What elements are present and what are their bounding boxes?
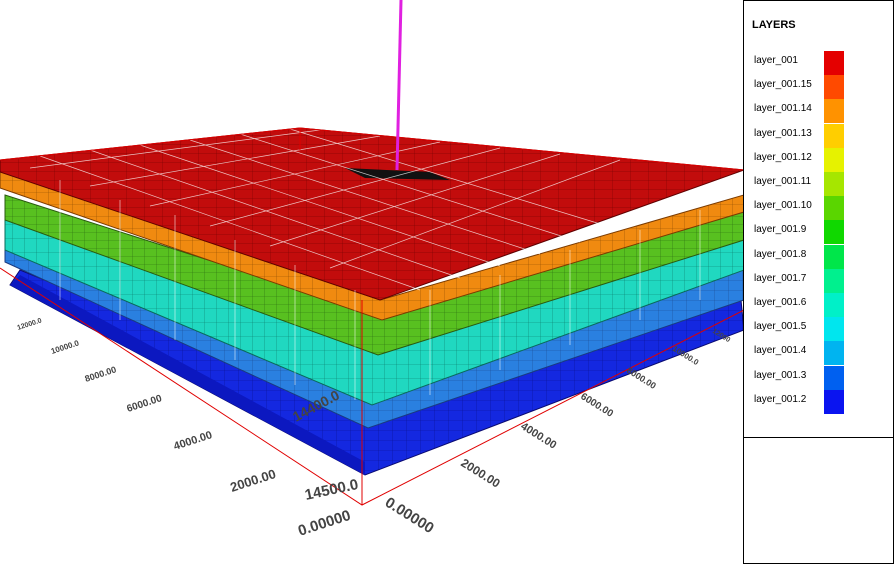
legend-item: layer_001: [744, 51, 894, 75]
legend-item-swatch: [824, 293, 844, 317]
legend-item-swatch: [824, 220, 844, 245]
legend-item-label: layer_001.13: [754, 127, 812, 139]
legend-item-label: layer_001.6: [754, 297, 807, 308]
axis-tick-label: 4000.00: [518, 420, 558, 451]
reservoir-grid-scene[interactable]: 0.00000 2000.00 4000.00 6000.00 8000.0010000…: [0, 0, 744, 564]
legend-item-label: layer_001.12: [754, 151, 812, 163]
legend-item-label: layer_001.11: [754, 176, 812, 187]
legend-item: layer_001.13: [744, 123, 894, 148]
legend-item: layer_001.4: [744, 341, 894, 366]
layer-001-2-side: [10, 275, 365, 475]
legend-empty-area: [744, 438, 894, 564]
legend-item-swatch: [824, 244, 844, 269]
legend-item-label: layer_001.2: [754, 393, 807, 405]
legend-item-label: layer_001.9: [754, 224, 807, 236]
legend-item-label: layer_001.7: [754, 272, 807, 284]
legend-item: layer_001.5: [744, 317, 894, 342]
legend-item: layer_001.8: [744, 244, 894, 269]
legend-item-swatch: [824, 317, 844, 342]
axis-tick-label: 14500.0: [303, 476, 360, 504]
legend-item-label: layer_001.10: [754, 200, 812, 212]
legend-item-swatch: [824, 341, 844, 366]
legend-item-swatch: [824, 196, 844, 221]
legend-title: LAYERS: [752, 19, 796, 31]
legend-item-label: layer_001.3: [754, 369, 807, 381]
legend-item: layer_001.9: [744, 220, 894, 245]
axis-tick-label: 4000.00: [172, 429, 214, 453]
legend-item-swatch: [824, 389, 844, 414]
legend-item: layer_001.12: [744, 147, 894, 172]
legend-item: layer_001.15: [744, 75, 894, 100]
legend-item: layer_001.6: [744, 293, 894, 317]
grid-overlay: [29, 128, 701, 400]
legend-item: layer_001.2: [744, 389, 894, 414]
legend-item-label: layer_001.8: [754, 248, 807, 260]
legend-item: layer_001.11: [744, 172, 894, 196]
legend-item-swatch: [824, 123, 844, 148]
legend-item: layer_001.3: [744, 365, 894, 390]
legend-item-label: layer_001.15: [754, 79, 812, 91]
axis-tick-label: 6000.00: [126, 393, 164, 415]
axis-tick-label: 0.00000: [296, 507, 353, 540]
axis-tick-label: 2000.00: [458, 456, 502, 491]
well-trajectory: [395, 0, 403, 171]
legend-item-label: layer_001.5: [754, 321, 807, 333]
axis-tick-label: 12000.0: [16, 317, 42, 332]
legend-item-label: layer_001: [754, 55, 798, 66]
legend-item: layer_001.7: [744, 268, 894, 293]
legend-item-label: layer_001.4: [754, 345, 807, 357]
legend-item-swatch: [824, 172, 844, 196]
legend-item: layer_001.10: [744, 196, 894, 221]
axis-tick-label: 8000.00: [84, 364, 118, 384]
legend-item-swatch: [824, 268, 844, 293]
legend-panel: LAYERS layer_001 layer_001.15 layer_001.14…: [744, 0, 895, 564]
axis-tick-label: 6000.00: [578, 391, 615, 420]
legend-item-swatch: [824, 147, 844, 172]
axis-tick-label: 10000.0: [50, 338, 81, 356]
legend-item-swatch: [824, 75, 844, 100]
legend-item-swatch: [824, 99, 844, 124]
dark-cell-region: [345, 168, 450, 180]
axis-tick-label: 2000.00: [228, 466, 277, 495]
bounding-box: [0, 127, 743, 506]
legend-item: layer_001.14: [744, 99, 894, 124]
legend-item-label: layer_001.14: [754, 103, 812, 115]
axis-tick-label: 0.00000: [382, 494, 437, 537]
legend-item-swatch: [824, 365, 844, 390]
layers-legend: LAYERS layer_001 layer_001.15 layer_001.14…: [744, 0, 894, 438]
legend-item-swatch: [824, 51, 844, 75]
3d-viewport[interactable]: 0.00000 2000.00 4000.00 6000.00 8000.00 10000…: [0, 0, 744, 564]
